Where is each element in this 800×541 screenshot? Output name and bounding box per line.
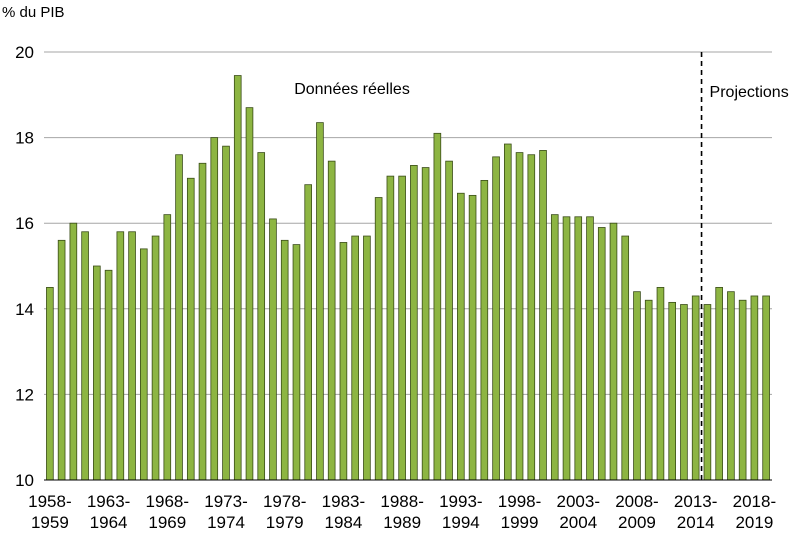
x-tick-label: 1988- bbox=[380, 492, 423, 511]
x-tick-label: 1999 bbox=[501, 513, 539, 532]
bar bbox=[304, 184, 313, 481]
x-tick-label: 1993- bbox=[439, 492, 482, 511]
x-tick-label: 1989 bbox=[383, 513, 421, 532]
x-tick-label: 2014 bbox=[677, 513, 715, 532]
x-tick-label: 2003- bbox=[557, 492, 600, 511]
x-tick-label: 1959 bbox=[31, 513, 69, 532]
bar bbox=[574, 216, 583, 481]
bar bbox=[210, 137, 219, 481]
bar bbox=[715, 286, 723, 481]
bar bbox=[656, 286, 665, 481]
bar bbox=[480, 179, 489, 481]
bar bbox=[151, 235, 160, 481]
bar bbox=[316, 122, 324, 481]
bar bbox=[621, 235, 630, 481]
bar bbox=[644, 299, 653, 481]
bar bbox=[609, 222, 618, 481]
bar bbox=[46, 286, 54, 481]
x-tick-label: 1998- bbox=[498, 492, 541, 511]
x-tick-label: 2008- bbox=[615, 492, 658, 511]
bar bbox=[527, 154, 536, 481]
bar bbox=[222, 145, 230, 481]
x-tick-label: 1964 bbox=[90, 513, 128, 532]
bar bbox=[104, 269, 113, 481]
y-tick-label: 18 bbox=[15, 129, 34, 148]
bar bbox=[421, 167, 430, 481]
bar bbox=[198, 162, 207, 481]
x-tick-label: 1983- bbox=[322, 492, 365, 511]
bar bbox=[363, 235, 371, 481]
bar bbox=[457, 192, 465, 481]
bar bbox=[703, 304, 712, 481]
bar bbox=[539, 150, 547, 481]
bar bbox=[586, 216, 594, 481]
bar bbox=[680, 304, 688, 481]
y-tick-label: 12 bbox=[15, 385, 34, 404]
x-tick-label: 1974 bbox=[207, 513, 245, 532]
bar bbox=[433, 132, 442, 481]
bar bbox=[738, 299, 747, 481]
bar bbox=[562, 216, 571, 481]
bar bbox=[81, 231, 89, 481]
x-tick-label: 1963- bbox=[87, 492, 130, 511]
bar bbox=[597, 227, 606, 481]
x-tick-label: 2004 bbox=[559, 513, 597, 532]
bar bbox=[398, 175, 406, 481]
bar bbox=[93, 265, 101, 481]
x-tick-label: 2013- bbox=[674, 492, 717, 511]
projections-label: Projections bbox=[710, 84, 789, 101]
bar bbox=[233, 75, 242, 481]
bar bbox=[245, 107, 254, 481]
y-axis-label: % du PIB bbox=[2, 4, 65, 21]
bar bbox=[668, 301, 676, 481]
bar bbox=[691, 295, 700, 481]
y-tick-label: 14 bbox=[15, 300, 34, 319]
x-tick-label: 1994 bbox=[442, 513, 480, 532]
bar bbox=[410, 165, 418, 481]
bar bbox=[374, 197, 383, 481]
y-tick-label: 20 bbox=[15, 43, 34, 62]
x-tick-label: 1968- bbox=[146, 492, 189, 511]
x-tick-label: 1979 bbox=[266, 513, 304, 532]
x-tick-label: 1973- bbox=[204, 492, 247, 511]
y-tick-label: 16 bbox=[15, 214, 34, 233]
bar bbox=[351, 235, 359, 481]
bar bbox=[386, 175, 395, 481]
bar bbox=[186, 177, 195, 481]
bar bbox=[69, 222, 78, 481]
bar bbox=[269, 218, 277, 481]
bar bbox=[139, 248, 148, 481]
bar bbox=[515, 152, 524, 481]
bar bbox=[163, 214, 172, 481]
bar bbox=[175, 154, 183, 481]
bar bbox=[503, 143, 512, 481]
bar bbox=[116, 231, 125, 481]
x-tick-label: 1978- bbox=[263, 492, 306, 511]
x-tick-label: 2018- bbox=[733, 492, 776, 511]
bar bbox=[727, 291, 735, 481]
y-tick-label: 10 bbox=[15, 471, 34, 490]
x-tick-label: 2019 bbox=[735, 513, 773, 532]
bar bbox=[762, 295, 770, 481]
bar bbox=[292, 244, 301, 481]
bar bbox=[492, 156, 500, 481]
bar bbox=[57, 239, 66, 481]
bar bbox=[550, 214, 559, 481]
bar bbox=[280, 239, 289, 481]
bar bbox=[339, 242, 348, 481]
x-tick-label: 2009 bbox=[618, 513, 656, 532]
bar bbox=[128, 231, 136, 481]
bar bbox=[257, 152, 266, 481]
bar bbox=[633, 291, 641, 481]
x-tick-label: 1958- bbox=[28, 492, 71, 511]
bar bbox=[445, 160, 453, 481]
x-tick-label: 1969 bbox=[148, 513, 186, 532]
bar bbox=[750, 295, 759, 481]
x-tick-label: 1984 bbox=[325, 513, 363, 532]
bar bbox=[327, 160, 336, 481]
bar bbox=[468, 194, 477, 481]
actual-data-label: Données réelles bbox=[294, 81, 410, 98]
